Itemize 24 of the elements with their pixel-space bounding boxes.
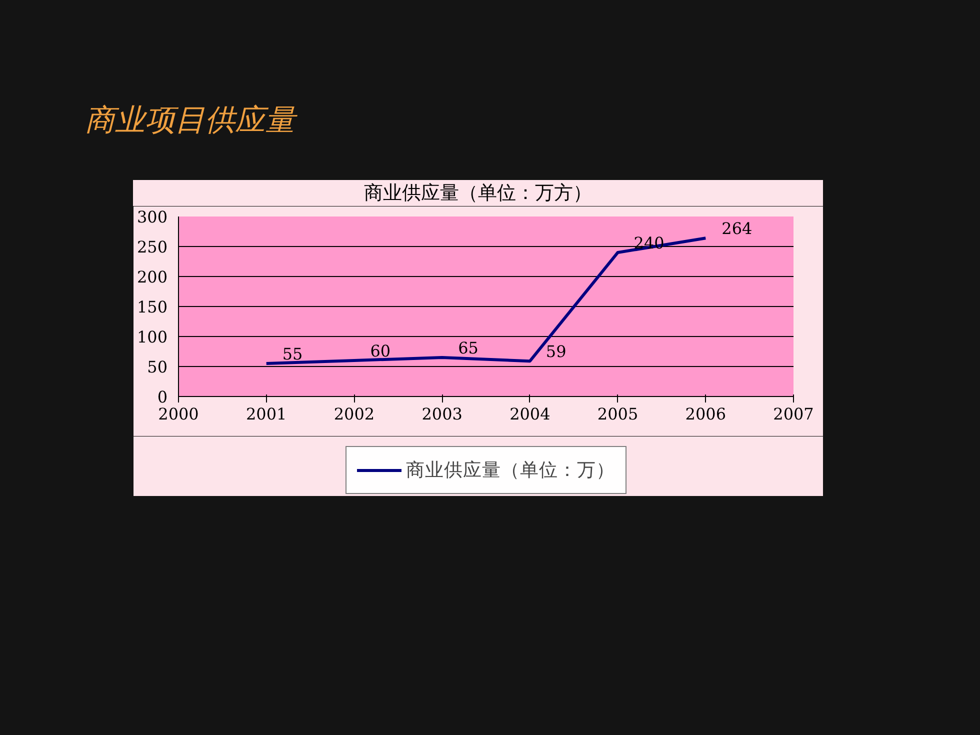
- x-tick-label: 2007: [773, 404, 814, 424]
- y-tick-label: 250: [136, 238, 168, 256]
- y-tick-label: 50: [147, 358, 168, 376]
- legend-label: 商业供应量（单位：万）: [406, 459, 615, 483]
- y-tick-label: 300: [136, 208, 168, 226]
- y-tick-label: 0: [157, 388, 168, 406]
- x-tick-label: 2000: [158, 404, 199, 424]
- line-series: [264, 236, 708, 365]
- data-label: 264: [722, 219, 752, 238]
- y-tick-label: 100: [136, 328, 168, 346]
- chart-title: 商业项目供应量: [85, 102, 295, 140]
- x-tick-label: 2002: [334, 404, 375, 424]
- data-label: 65: [458, 338, 478, 358]
- x-tick-label: 2003: [422, 404, 462, 424]
- x-tick-label: 2005: [597, 404, 638, 424]
- x-tick-label: 2001: [246, 404, 287, 424]
- data-label: 55: [282, 344, 303, 364]
- data-label: 59: [546, 342, 566, 362]
- x-tick-label: 2006: [685, 404, 726, 424]
- x-tick-label: 2004: [510, 404, 550, 424]
- data-label: 60: [370, 342, 391, 360]
- y-tick-label: 200: [136, 268, 168, 286]
- chart-subtitle: 商业供应量（单位：万方）: [364, 181, 592, 206]
- y-tick-label: 150: [136, 298, 168, 316]
